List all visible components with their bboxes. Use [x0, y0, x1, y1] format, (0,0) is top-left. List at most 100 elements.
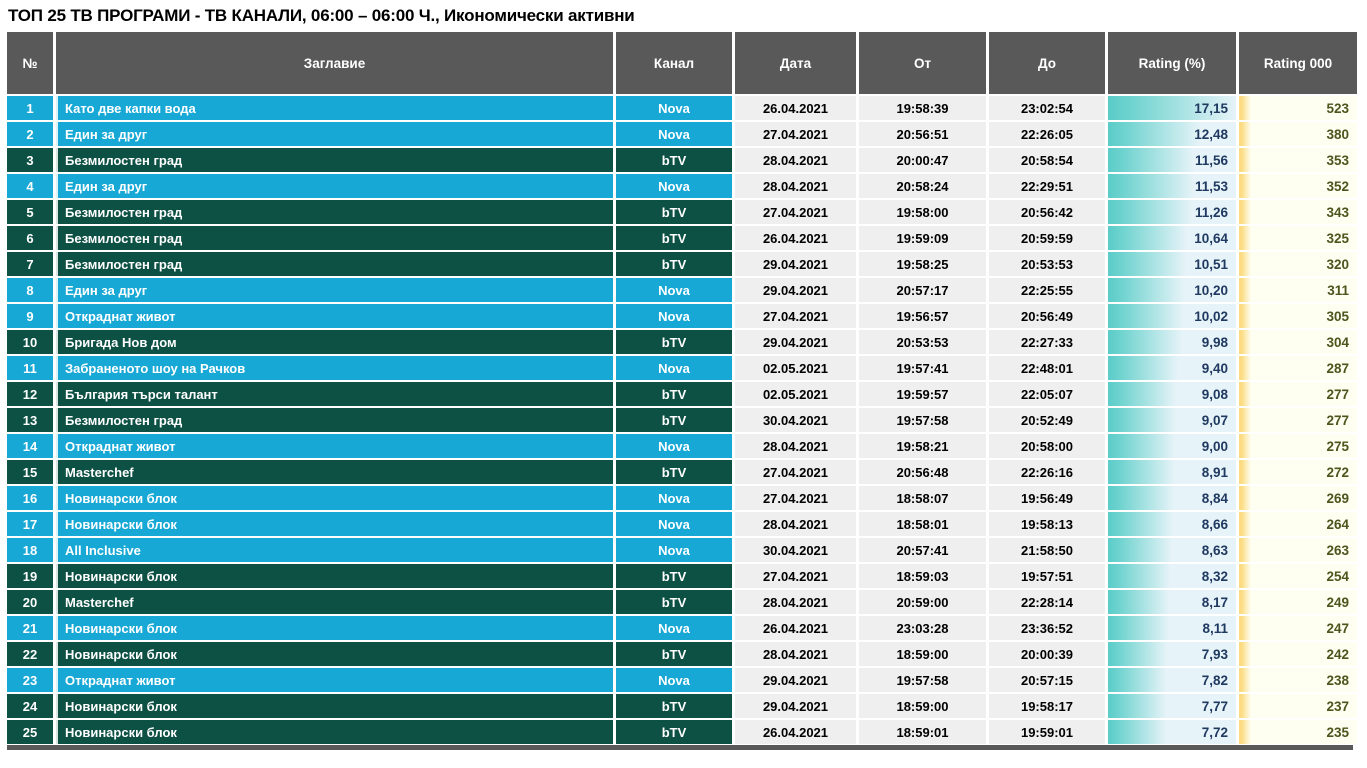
- rating-data-bar: [1108, 148, 1195, 172]
- to-cell: 22:29:51: [989, 174, 1105, 198]
- to-cell: 23:02:54: [989, 96, 1105, 120]
- rating-000-value: 263: [1326, 542, 1349, 558]
- rating-000-cell: 242: [1239, 642, 1357, 666]
- rating-pct-value: 10,64: [1194, 230, 1228, 246]
- rank-cell: 25: [7, 720, 53, 744]
- channel-cell: Nova: [616, 304, 732, 328]
- rank-cell: 18: [7, 538, 53, 562]
- rating-000-cell: 269: [1239, 486, 1357, 510]
- table-row: 4 Един за друг Nova 28.04.2021 20:58:24 22:29…: [7, 174, 1357, 198]
- to-cell: 20:52:49: [989, 408, 1105, 432]
- rating-data-bar: [1108, 460, 1175, 484]
- date-cell: 29.04.2021: [735, 252, 856, 276]
- column-header-2: Заглавие: [56, 32, 613, 94]
- date-cell: 29.04.2021: [735, 694, 856, 718]
- channel-cell: bTV: [616, 694, 732, 718]
- rank-cell: 22: [7, 642, 53, 666]
- rating-000-data-bar: [1239, 356, 1251, 380]
- from-cell: 19:59:57: [859, 382, 986, 406]
- table-row: 23 Откраднат живот Nova 29.04.2021 19:57:58 2…: [7, 668, 1357, 692]
- channel-cell: bTV: [616, 148, 732, 172]
- tv-programs-table: № Заглавие Канал Дата От До Rating (%) Rating 0…: [4, 30, 1360, 746]
- rating-pct-value: 7,77: [1201, 698, 1228, 714]
- title-cell: Един за друг: [56, 174, 613, 198]
- rating-pct-value: 10,02: [1194, 308, 1228, 324]
- rating-000-cell: 235: [1239, 720, 1357, 744]
- rating-pct-value: 8,84: [1201, 490, 1228, 506]
- rating-000-data-bar: [1239, 564, 1251, 588]
- channel-cell: Nova: [616, 434, 732, 458]
- rating-pct-cell: 10,20: [1108, 278, 1236, 302]
- date-cell: 26.04.2021: [735, 720, 856, 744]
- to-cell: 22:05:07: [989, 382, 1105, 406]
- from-cell: 18:58:01: [859, 512, 986, 536]
- rating-pct-value: 8,91: [1201, 464, 1228, 480]
- table-row: 25 Новинарски блок bTV 26.04.2021 18:59:01 19…: [7, 720, 1357, 744]
- channel-cell: bTV: [616, 460, 732, 484]
- to-cell: 22:27:33: [989, 330, 1105, 354]
- rating-data-bar: [1108, 720, 1166, 744]
- rating-000-data-bar: [1239, 616, 1251, 640]
- rating-pct-value: 10,51: [1194, 256, 1228, 272]
- from-cell: 19:58:39: [859, 96, 986, 120]
- rating-000-data-bar: [1239, 512, 1251, 536]
- rating-pct-value: 7,82: [1201, 672, 1228, 688]
- rank-cell: 17: [7, 512, 53, 536]
- table-row: 21 Новинарски блок Nova 26.04.2021 23:03:28 2…: [7, 616, 1357, 640]
- rank-cell: 3: [7, 148, 53, 172]
- table-row: 24 Новинарски блок bTV 29.04.2021 18:59:00 19…: [7, 694, 1357, 718]
- from-cell: 23:03:28: [859, 616, 986, 640]
- date-cell: 02.05.2021: [735, 356, 856, 380]
- rating-data-bar: [1108, 668, 1167, 692]
- date-cell: 30.04.2021: [735, 408, 856, 432]
- rating-pct-value: 7,72: [1201, 724, 1228, 740]
- rating-000-value: 272: [1326, 464, 1349, 480]
- date-cell: 28.04.2021: [735, 512, 856, 536]
- rating-000-data-bar: [1239, 174, 1251, 198]
- rating-000-cell: 263: [1239, 538, 1357, 562]
- title-cell: Бригада Нов дом: [56, 330, 613, 354]
- rating-data-bar: [1108, 330, 1183, 354]
- title-cell: Забраненото шоу на Рачков: [56, 356, 613, 380]
- date-cell: 28.04.2021: [735, 590, 856, 614]
- rating-000-value: 523: [1326, 100, 1349, 116]
- rating-000-cell: 249: [1239, 590, 1357, 614]
- rating-000-cell: 275: [1239, 434, 1357, 458]
- rank-cell: 4: [7, 174, 53, 198]
- table-row: 17 Новинарски блок Nova 28.04.2021 18:58:01 1…: [7, 512, 1357, 536]
- channel-cell: bTV: [616, 226, 732, 250]
- rating-000-cell: 277: [1239, 382, 1357, 406]
- to-cell: 22:26:16: [989, 460, 1105, 484]
- rank-cell: 13: [7, 408, 53, 432]
- date-cell: 27.04.2021: [735, 304, 856, 328]
- rating-000-data-bar: [1239, 122, 1251, 146]
- rating-pct-value: 12,48: [1194, 126, 1228, 142]
- rating-000-cell: 523: [1239, 96, 1357, 120]
- rank-cell: 21: [7, 616, 53, 640]
- title-cell: Новинарски блок: [56, 512, 613, 536]
- rating-pct-value: 11,26: [1194, 204, 1228, 220]
- channel-cell: bTV: [616, 590, 732, 614]
- title-cell: Като две капки вода: [56, 96, 613, 120]
- rating-pct-value: 8,63: [1201, 542, 1228, 558]
- channel-cell: Nova: [616, 96, 732, 120]
- rating-data-bar: [1108, 200, 1193, 224]
- date-cell: 27.04.2021: [735, 200, 856, 224]
- rating-000-data-bar: [1239, 278, 1251, 302]
- table-row: 18 All Inclusive Nova 30.04.2021 20:57:41 21:…: [7, 538, 1357, 562]
- rating-000-value: 237: [1326, 698, 1349, 714]
- rating-data-bar: [1108, 96, 1236, 120]
- table-row: 14 Откраднат живот Nova 28.04.2021 19:58:21 2…: [7, 434, 1357, 458]
- rating-000-value: 287: [1326, 360, 1349, 376]
- title-cell: All Inclusive: [56, 538, 613, 562]
- from-cell: 18:59:00: [859, 642, 986, 666]
- date-cell: 29.04.2021: [735, 330, 856, 354]
- rating-000-data-bar: [1239, 200, 1251, 224]
- rating-000-data-bar: [1239, 304, 1251, 328]
- rating-000-value: 277: [1326, 412, 1349, 428]
- column-header-3: Канал: [616, 32, 732, 94]
- rank-cell: 8: [7, 278, 53, 302]
- rating-000-cell: 353: [1239, 148, 1357, 172]
- rating-000-value: 235: [1326, 724, 1349, 740]
- rating-000-cell: 287: [1239, 356, 1357, 380]
